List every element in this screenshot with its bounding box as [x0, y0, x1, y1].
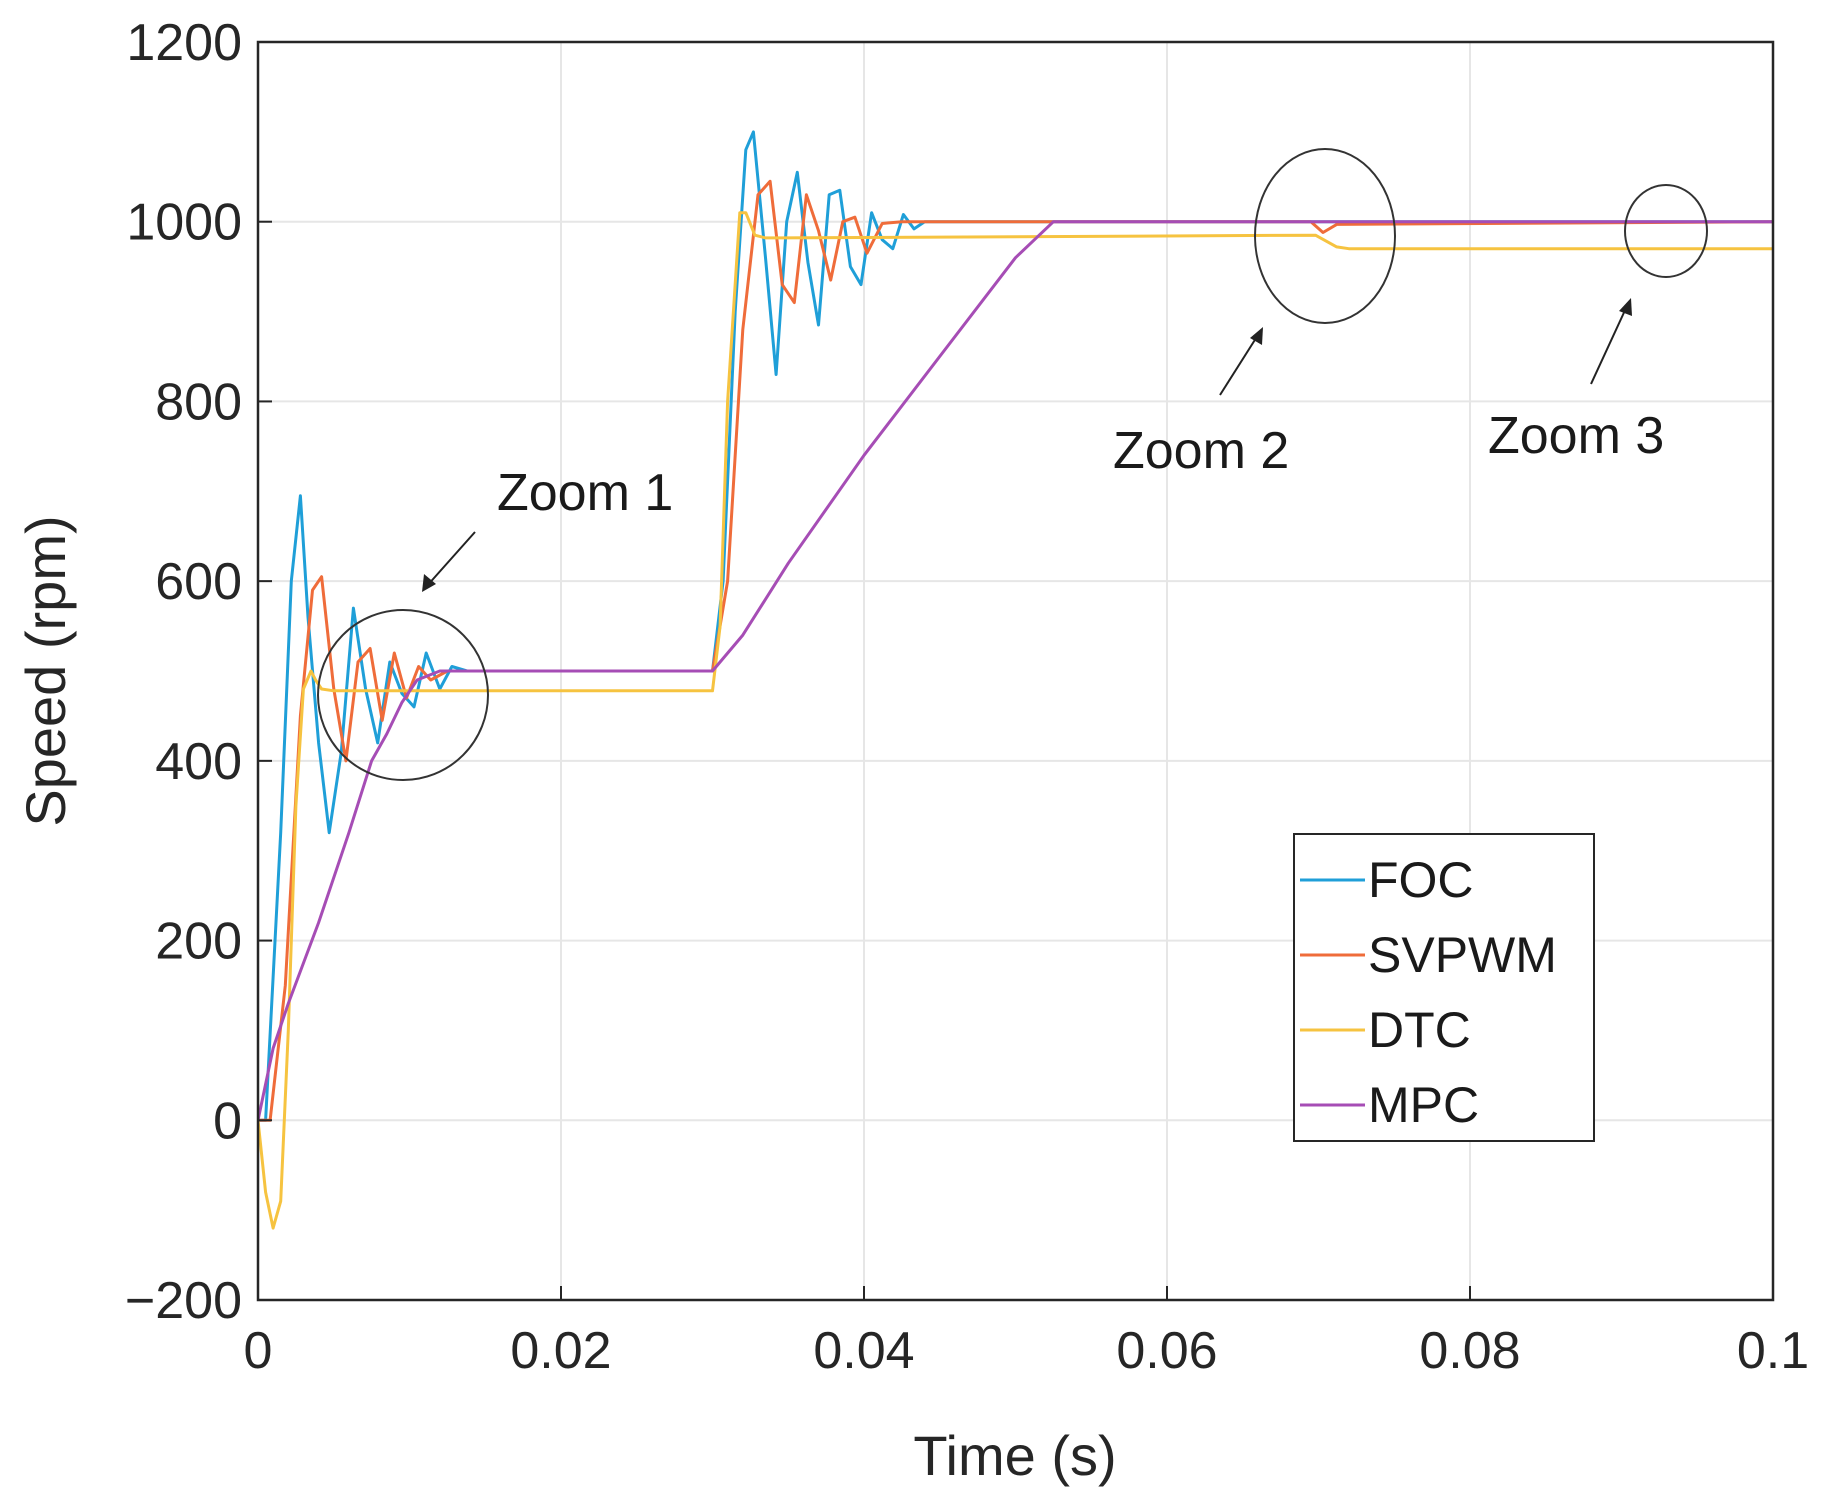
zoom-1-annotation: Zoom 1 [317, 464, 673, 781]
y-tick-label: 0 [213, 1092, 242, 1150]
legend-label-svpwm: SVPWM [1368, 927, 1557, 983]
y-tick-label: 600 [155, 553, 242, 611]
legend-item-mpc: MPC [1300, 1077, 1479, 1133]
series-line-dtc [258, 211, 1773, 1230]
zoom-2-arrow-shaft [1219, 334, 1259, 396]
zoom-3-circle [1624, 184, 1708, 278]
zoom-1-label: Zoom 1 [497, 464, 673, 522]
axes-ticks: 0 0.02 0.04 0.06 0.08 0.1−2000200400600800100… [125, 14, 1809, 1380]
y-tick-label: 800 [155, 373, 242, 431]
y-axis-title: Speed (rpm) [14, 515, 77, 826]
zoom-3-arrow-shaft [1590, 305, 1628, 385]
y-tick-label: 200 [155, 913, 242, 971]
y-tick-label: −200 [125, 1272, 242, 1330]
zoom-1-circle [317, 609, 489, 781]
x-tick-label: 0.08 [1419, 1322, 1520, 1380]
x-axis-title: Time (s) [913, 1424, 1116, 1487]
x-tick-label: 0.04 [813, 1322, 914, 1380]
zoom-3-label: Zoom 3 [1488, 407, 1664, 465]
zoom-1-arrow-shaft [425, 531, 476, 588]
zoom-3-annotation: Zoom 3 [1488, 184, 1708, 465]
zoom-2-arrow-head [1250, 327, 1263, 345]
legend-label-foc: FOC [1368, 852, 1474, 908]
legend: FOC SVPWM DTC MPC [1293, 833, 1595, 1142]
x-tick-label: 0.1 [1737, 1322, 1809, 1380]
zoom-1-arrow-head [422, 574, 436, 592]
y-tick-label: 1200 [126, 14, 242, 72]
series-line-mpc [258, 220, 1773, 1121]
zoom-2-circle [1254, 148, 1396, 324]
zoom-2-annotation: Zoom 2 [1113, 148, 1396, 480]
zoom-3-arrow-head [1619, 298, 1632, 316]
plot-frame [256, 40, 1775, 1302]
x-tick-label: 0.02 [510, 1322, 611, 1380]
legend-label-mpc: MPC [1368, 1077, 1479, 1133]
legend-box [1293, 833, 1595, 1142]
x-tick-label: 0.06 [1116, 1322, 1217, 1380]
zoom-2-label: Zoom 2 [1113, 422, 1289, 480]
y-tick-label: 400 [155, 733, 242, 791]
y-tick-label: 1000 [126, 194, 242, 252]
legend-item-dtc: DTC [1300, 1002, 1471, 1058]
legend-label-dtc: DTC [1368, 1002, 1471, 1058]
legend-item-svpwm: SVPWM [1300, 927, 1557, 983]
x-tick-label: 0 [244, 1322, 273, 1380]
legend-item-foc: FOC [1300, 852, 1474, 908]
